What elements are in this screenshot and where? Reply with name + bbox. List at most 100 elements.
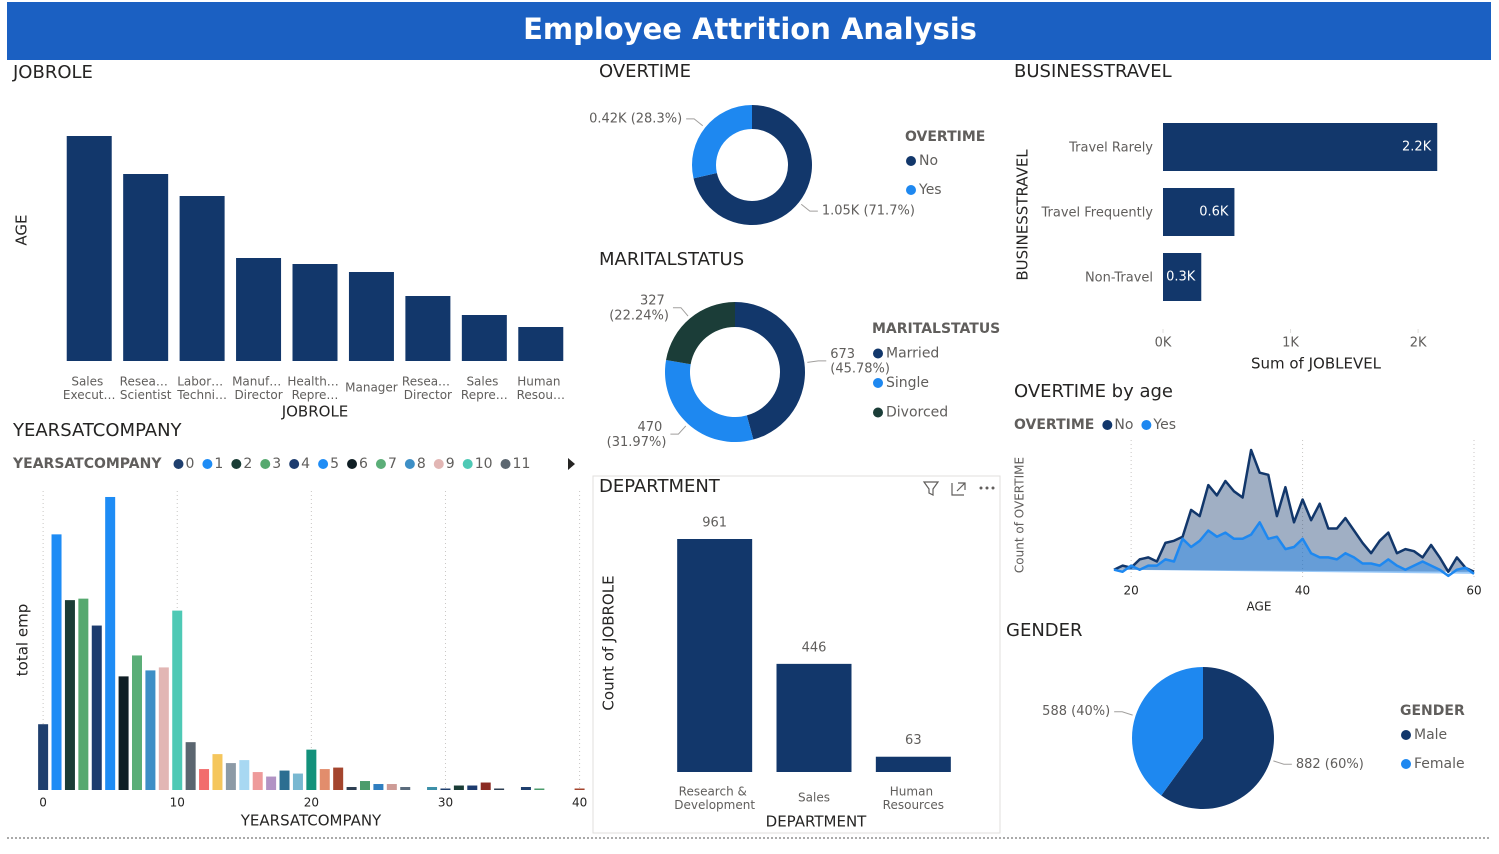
bar: [38, 724, 49, 790]
x-tick-label: 0K: [1155, 336, 1172, 351]
legend-marker: [1141, 420, 1152, 430]
bar: [405, 296, 451, 361]
legend-marker: [173, 459, 184, 469]
legend-label: 2: [243, 456, 252, 472]
legend-label: 11: [513, 456, 531, 472]
legend-title: YEARSATCOMPANY: [12, 456, 162, 472]
bar: [875, 756, 951, 772]
data-label: 446: [802, 640, 827, 655]
bar: [1163, 123, 1438, 171]
leader-line: [672, 307, 689, 317]
bar: [518, 327, 564, 361]
x-tick-label: Sales: [798, 791, 830, 805]
bar: [239, 760, 250, 790]
leader-line: [670, 425, 687, 435]
bar: [480, 782, 491, 790]
legend-marker: [375, 459, 386, 469]
chart-title: DEPARTMENT: [599, 476, 721, 497]
data-label: 882 (60%): [1296, 757, 1364, 772]
legend-label: 3: [272, 456, 281, 472]
legend-label: Female: [1414, 756, 1465, 772]
chart-title: JOBROLE: [12, 62, 93, 83]
chart-title: MARITALSTATUS: [599, 249, 744, 270]
bar: [51, 534, 62, 790]
y-axis-title: Count of OVERTIME: [1013, 457, 1027, 573]
x-tick-label: Sales Execut…: [63, 374, 116, 402]
legend-label: Married: [886, 346, 939, 362]
x-tick-label: 20: [304, 796, 319, 810]
bar: [172, 610, 183, 790]
bar: [461, 315, 507, 361]
x-tick-label: Human Resources: [883, 784, 944, 812]
legend-label: Single: [886, 375, 929, 391]
x-axis-title: AGE: [1247, 600, 1272, 614]
y-axis-title: BUSINESSTRAVEL: [1014, 149, 1032, 281]
legend-label: 1: [214, 456, 223, 472]
bar: [360, 781, 370, 790]
area: [1113, 521, 1475, 578]
panel-border: [592, 475, 1001, 834]
data-label: 588 (40%): [1042, 704, 1110, 719]
legend-marker: [433, 459, 444, 469]
legend-marker: [906, 185, 916, 195]
x-tick-label: 30: [438, 796, 453, 810]
legend-label: 9: [446, 456, 455, 472]
x-axis-title: YEARSATCOMPANY: [240, 812, 382, 830]
legend-marker: [260, 459, 271, 469]
focus-icon[interactable]: [951, 482, 966, 496]
bar: [132, 655, 142, 790]
slice: [664, 359, 754, 442]
bar: [292, 264, 338, 361]
x-tick-label: 10: [170, 796, 185, 810]
data-label: 673 (45.78%): [830, 346, 890, 376]
legend-marker: [1102, 420, 1113, 430]
legend-label: 4: [301, 456, 310, 472]
bar: [306, 749, 317, 790]
bar: [1163, 253, 1202, 301]
slice: [1132, 667, 1203, 796]
bar: [453, 785, 464, 790]
x-tick-label: 1K: [1282, 336, 1299, 351]
bar: [225, 763, 236, 790]
x-tick-label: 60: [1466, 584, 1481, 598]
x-tick-label: Human Resou…: [517, 374, 565, 402]
bar: [319, 769, 330, 790]
data-label: 0.6K: [1199, 205, 1229, 220]
leader-line: [686, 118, 704, 127]
leader-line: [800, 203, 818, 212]
chart-title: YEARSATCOMPANY: [12, 420, 183, 441]
legend-scroll-arrow[interactable]: [568, 458, 575, 470]
slice: [1161, 667, 1274, 809]
legend-title: MARITALSTATUS: [872, 321, 1000, 337]
bar: [776, 663, 852, 772]
filter-icon[interactable]: [922, 481, 940, 496]
legend-marker: [906, 156, 916, 166]
legend-marker: [318, 459, 329, 469]
page-title: Employee Attrition Analysis: [523, 12, 977, 46]
area: [1113, 448, 1475, 574]
leader-line: [1114, 711, 1133, 716]
legend-marker: [500, 459, 511, 469]
bar: [64, 600, 75, 790]
legend-title: OVERTIME: [905, 129, 985, 145]
bar: [158, 667, 169, 790]
y-tick-label: Travel Rarely: [1068, 141, 1153, 156]
data-label: 2.2K: [1402, 140, 1432, 155]
legend-marker: [289, 459, 300, 469]
data-label: 0.3K: [1166, 270, 1196, 285]
x-axis-title: DEPARTMENT: [766, 813, 868, 831]
data-label: 0.42K (28.3%): [589, 111, 682, 126]
legend-label: No: [1114, 417, 1133, 433]
x-axis-title: JOBROLE: [281, 403, 349, 421]
bar: [179, 196, 225, 361]
slice: [693, 105, 813, 226]
legend-marker: [202, 459, 213, 469]
legend-label: 10: [475, 456, 493, 472]
bar: [677, 539, 753, 772]
more-options-icon[interactable]: [979, 486, 995, 490]
legend-title: GENDER: [1400, 703, 1465, 719]
y-axis-title: total emp: [14, 604, 32, 676]
x-tick-label: 40: [1295, 584, 1310, 598]
x-tick-label: Sales Repre…: [461, 374, 508, 402]
chart-title: GENDER: [1006, 620, 1083, 641]
